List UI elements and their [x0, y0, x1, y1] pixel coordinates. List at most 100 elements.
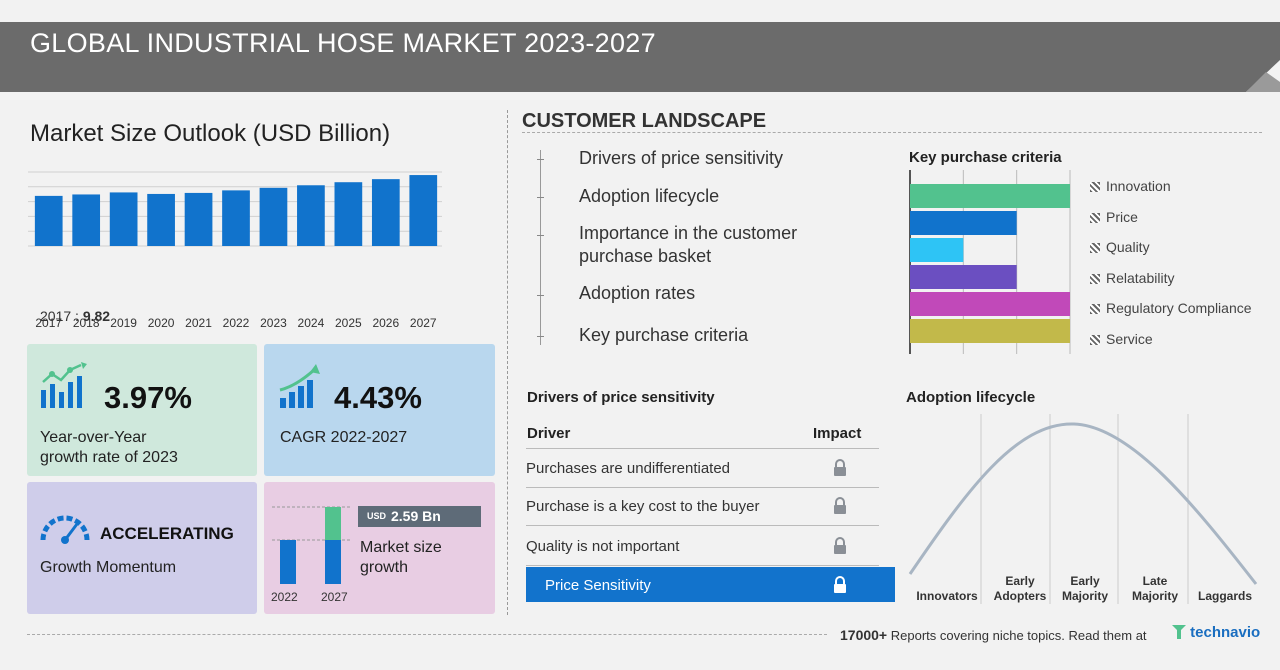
table-row-highlight: Price Sensitivity: [526, 567, 895, 602]
bar-2027-base: [325, 540, 341, 584]
base-year-label: 2017 :: [40, 308, 79, 324]
year-label-2023: 2023: [260, 316, 287, 330]
landscape-item-kpc: Key purchase criteria: [579, 325, 749, 345]
year-label-2019: 2019: [110, 316, 137, 330]
year-label-2017: 2017: [35, 316, 63, 330]
increment-value: 2.59 Bn: [391, 508, 441, 524]
bar-2018: [72, 194, 101, 246]
lock-icon: [834, 459, 846, 476]
momentum-value: ACCELERATING: [100, 524, 234, 543]
landscape-item-importance-line1: Importance in the customer: [579, 223, 798, 243]
kpc-bar-service: [910, 319, 1070, 343]
yoy-label-line1: Year-over-Year: [40, 429, 147, 446]
kpc-bar-innovation: [910, 184, 1070, 208]
cagr-label: CAGR 2022-2027: [280, 429, 408, 446]
bar-2020: [147, 193, 175, 246]
year-label-2021: 2021: [185, 316, 212, 330]
customer-landscape-underline: [522, 132, 1262, 133]
timeline-tick: [537, 159, 544, 160]
kpc-bar-chart: [909, 170, 1071, 354]
landscape-item-adoption-lifecycle: Adoption lifecycle: [579, 186, 720, 206]
year-label-2026: 2026: [372, 316, 400, 330]
incremental-growth-card: USD 2.59 Bn Market size growth 2022 2027: [264, 482, 495, 614]
price-sensitivity-title: Drivers of price sensitivity: [527, 389, 715, 406]
increment-label-line2: growth: [360, 559, 409, 576]
footer-count: 17000+: [840, 627, 888, 643]
header-banner: GLOBAL INDUSTRIAL HOSE MARKET 2023-2027: [0, 22, 1280, 92]
footer-message: Reports covering niche topics. Read them…: [890, 628, 1147, 643]
cagr-card: 4.43% CAGR 2022-2027: [264, 344, 495, 476]
timeline-tick: [537, 235, 544, 236]
growth-chart-icon: [41, 362, 87, 408]
momentum-card: ACCELERATING Growth Momentum: [27, 482, 257, 614]
panel-divider: [507, 110, 508, 615]
rising-bars-icon: [279, 364, 320, 408]
technavio-logo[interactable]: technavio: [1172, 624, 1260, 641]
kpc-bar-relatability: [910, 265, 1017, 289]
legend-swatch-icon: [1090, 334, 1100, 345]
increment-year-start: 2022: [271, 590, 298, 604]
table-header-rule: [526, 448, 879, 449]
year-label-2025: 2025: [335, 316, 362, 330]
bar-2027: [409, 175, 438, 246]
timeline-tick: [537, 295, 544, 296]
bar-2023: [259, 187, 288, 246]
legend-item-price: Price: [1090, 209, 1138, 225]
yoy-label-line2: growth rate of 2023: [40, 449, 178, 466]
kpc-bar-price: [910, 211, 1017, 235]
year-label-2024: 2024: [297, 316, 325, 330]
increment-year-end: 2027: [321, 590, 348, 604]
stage-laggards: Laggards: [1190, 589, 1260, 604]
bar-2024: [297, 185, 325, 246]
table-row: Purchases are undifferentiated: [526, 450, 879, 488]
stage-early-adopters: Early Adopters: [985, 574, 1055, 604]
incremental-bar-chart: [272, 506, 352, 584]
stage-early-majority-line2: Majority: [1061, 589, 1108, 603]
adoption-lifecycle-title: Adoption lifecycle: [906, 389, 1036, 406]
bar-2025: [334, 182, 363, 246]
legend-item-service: Service: [1090, 331, 1153, 347]
page-fold-icon: [1246, 60, 1280, 92]
increment-currency: USD: [367, 511, 387, 521]
adoption-bell-curve: [908, 422, 1258, 585]
stage-innovators: Innovators: [912, 589, 982, 604]
legend-label: Regulatory Compliance: [1106, 300, 1252, 316]
bar-2021: [184, 192, 213, 246]
legend-swatch-icon: [1090, 182, 1100, 192]
legend-item-relatability: Relatability: [1090, 270, 1174, 286]
legend-swatch-icon: [1090, 243, 1100, 253]
landscape-item-adoption-rates: Adoption rates: [579, 283, 696, 303]
speedometer-icon: [40, 515, 90, 544]
technavio-logo-icon: [1172, 625, 1186, 639]
stage-early-adopters-line2: Adopters: [993, 589, 1047, 603]
landscape-item-importance-line2: purchase basket: [579, 246, 712, 266]
yoy-value: 3.97%: [104, 380, 192, 415]
stage-laggards-label: Laggards: [1197, 589, 1252, 603]
legend-swatch-icon: [1090, 273, 1100, 284]
legend-item-innovation: Innovation: [1090, 178, 1171, 194]
driver-text: Quality is not important: [526, 538, 680, 555]
bar-2019: [109, 192, 138, 246]
base-year-number: 9.82: [82, 308, 111, 324]
driver-text: Price Sensitivity: [545, 577, 651, 594]
year-label-2022: 2022: [222, 316, 250, 330]
footer-rule: [27, 634, 827, 635]
yoy-label: Year-over-Year growth rate of 2023: [40, 428, 178, 468]
kpc-bar-quality: [910, 238, 964, 262]
legend-swatch-icon: [1090, 212, 1100, 223]
stage-late-majority: Late Majority: [1120, 574, 1190, 604]
legend-label: Quality: [1106, 239, 1150, 255]
stage-late-majority-line1: Late: [1142, 574, 1168, 588]
stage-early-majority-line1: Early: [1070, 574, 1100, 588]
timeline-tick: [537, 336, 544, 337]
table-row: Quality is not important: [526, 528, 879, 566]
legend-label: Innovation: [1106, 178, 1171, 194]
legend-item-regulatory-compliance: Regulatory Compliance: [1090, 300, 1252, 316]
customer-landscape-title: CUSTOMER LANDSCAPE: [522, 110, 767, 132]
kpc-bar-regulatory-compliance: [910, 292, 1070, 316]
timeline-line: [540, 150, 541, 345]
driver-text: Purchase is a key cost to the buyer: [526, 498, 760, 515]
legend-label: Relatability: [1106, 269, 1175, 286]
bar-2022: [280, 540, 296, 584]
bar-2017: [34, 195, 63, 246]
